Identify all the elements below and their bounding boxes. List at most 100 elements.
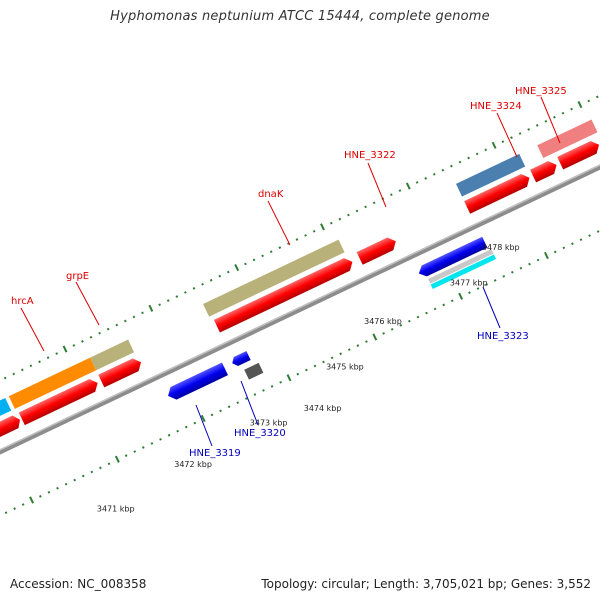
minor-tick xyxy=(253,393,257,396)
gene-block-gray[interactable] xyxy=(244,362,264,380)
minor-tick xyxy=(184,291,187,294)
minor-tick xyxy=(535,124,539,127)
cds-arrow[interactable] xyxy=(213,256,356,333)
minor-tick xyxy=(21,368,24,372)
cds-arrow[interactable] xyxy=(98,356,144,388)
gene-label-hne3325[interactable]: HNE_3325 xyxy=(515,86,567,97)
major-tick xyxy=(286,374,292,382)
minor-tick xyxy=(13,507,16,510)
minor-tick xyxy=(544,119,548,123)
minor-tick xyxy=(227,405,231,409)
minor-tick xyxy=(408,319,411,323)
gene-arrow-hne3319[interactable] xyxy=(165,362,229,403)
major-tick xyxy=(62,345,68,353)
minor-tick xyxy=(398,189,402,192)
minor-tick xyxy=(365,340,368,343)
forward-gene-labels: hrcA grpE dnaK HNE_3322 HNE_3324 HNE_332… xyxy=(11,86,567,352)
minor-tick xyxy=(46,356,50,359)
minor-tick xyxy=(433,307,437,311)
minor-tick xyxy=(553,250,557,254)
minor-tick xyxy=(296,372,300,376)
scale-label: 3478 kbp xyxy=(482,243,520,252)
minor-tick xyxy=(124,454,128,457)
minor-tick xyxy=(570,107,573,111)
minor-tick xyxy=(476,287,480,290)
minor-tick xyxy=(484,148,488,152)
minor-tick xyxy=(166,299,170,302)
minor-tick xyxy=(399,323,403,327)
gene-block-hrca[interactable] xyxy=(8,357,97,409)
gene-label-hne3320[interactable]: HNE_3320 xyxy=(234,428,286,439)
cds-arrow[interactable] xyxy=(0,413,23,444)
minor-tick xyxy=(192,287,196,290)
minor-tick xyxy=(347,213,350,217)
cds-arrow[interactable] xyxy=(18,376,101,426)
cds-arrow[interactable] xyxy=(557,138,600,170)
minor-tick xyxy=(579,238,583,242)
minor-tick xyxy=(218,274,222,278)
accession-label: Accession: NC_008358 xyxy=(10,577,147,591)
map-title: Hyphomonas neptunium ATCC 15444, complet… xyxy=(110,9,490,24)
minor-tick xyxy=(4,511,8,515)
minor-tick xyxy=(141,446,145,449)
minor-tick xyxy=(39,495,42,498)
minor-tick xyxy=(390,327,394,331)
gene-label-dnak[interactable]: dnaK xyxy=(258,189,284,200)
minor-tick xyxy=(193,421,197,425)
minor-tick xyxy=(90,470,94,474)
gene-label-hne3322[interactable]: HNE_3322 xyxy=(344,150,396,161)
minor-tick xyxy=(304,234,307,237)
minor-tick xyxy=(475,152,479,156)
cds-arrow[interactable] xyxy=(464,171,532,214)
gene-label-hrca[interactable]: hrcA xyxy=(11,296,34,307)
major-tick xyxy=(491,141,497,149)
minor-tick xyxy=(356,344,360,347)
forward-cds-row xyxy=(0,138,600,444)
minor-tick xyxy=(450,299,454,303)
gene-block-hne3324[interactable] xyxy=(455,153,526,197)
minor-tick xyxy=(553,115,556,119)
minor-tick xyxy=(252,258,256,262)
minor-tick xyxy=(3,376,7,380)
gene-block-grpe[interactable] xyxy=(90,339,135,371)
minor-tick xyxy=(596,230,600,233)
minor-tick xyxy=(450,164,453,168)
gene-block-skyblue[interactable] xyxy=(0,397,12,422)
major-tick xyxy=(577,100,583,109)
minor-tick xyxy=(432,172,436,176)
minor-tick xyxy=(501,140,505,144)
minor-tick xyxy=(338,217,342,221)
cds-arrow[interactable] xyxy=(530,159,559,183)
gene-arrow-hne3320[interactable] xyxy=(230,350,251,368)
minor-tick xyxy=(502,275,506,278)
gene-block-lightgray[interactable] xyxy=(428,249,494,284)
gene-block-hne3325[interactable] xyxy=(537,119,598,158)
major-tick xyxy=(458,292,464,300)
minor-tick xyxy=(493,279,497,282)
gene-label-grpe[interactable]: grpE xyxy=(66,271,89,282)
minor-tick xyxy=(562,246,566,250)
minor-tick xyxy=(64,482,68,486)
gene-label-hne3323[interactable]: HNE_3323 xyxy=(477,331,529,342)
minor-tick xyxy=(415,181,419,184)
minor-tick xyxy=(244,397,248,400)
minor-tick xyxy=(536,258,540,262)
scale-label: 3472 kbp xyxy=(174,460,212,469)
minor-tick xyxy=(123,319,127,323)
minor-tick xyxy=(468,291,471,294)
cds-arrow[interactable] xyxy=(356,235,399,265)
gene-arrow-hne3323[interactable] xyxy=(416,236,488,279)
gene-label-hne3324[interactable]: HNE_3324 xyxy=(470,101,522,112)
minor-tick xyxy=(458,160,462,164)
minor-tick xyxy=(184,425,188,429)
minor-tick xyxy=(115,323,119,327)
gene-block-dnak[interactable] xyxy=(203,239,345,317)
minor-tick xyxy=(519,266,523,270)
minor-tick xyxy=(295,238,299,241)
gene-label-hne3319[interactable]: HNE_3319 xyxy=(189,448,241,459)
major-tick xyxy=(234,263,240,272)
major-tick xyxy=(544,251,549,260)
gene-block-cyan[interactable] xyxy=(430,254,497,289)
